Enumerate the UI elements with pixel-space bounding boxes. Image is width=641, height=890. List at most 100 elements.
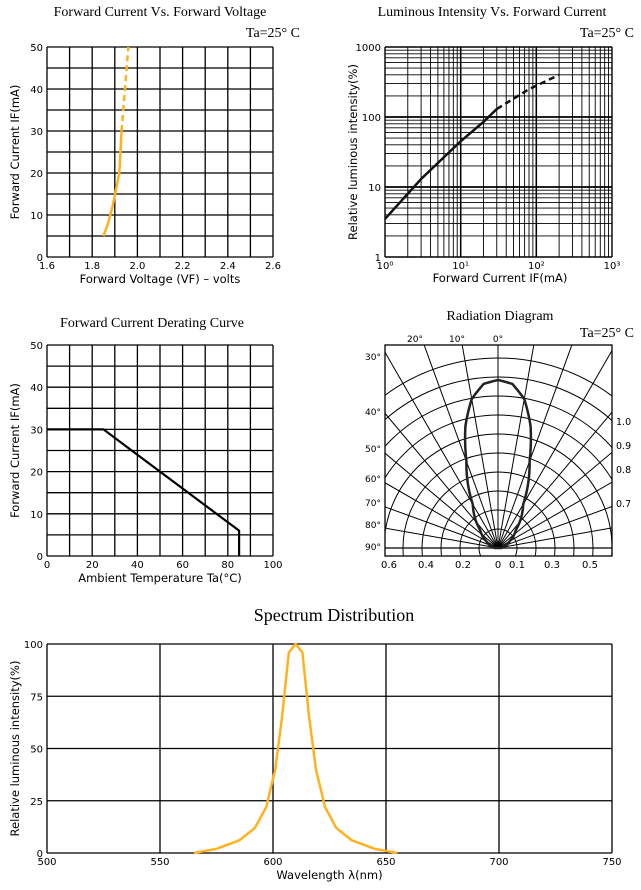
angle-label: 60° [365, 475, 381, 485]
series-derating [47, 428, 241, 556]
y-tick-label: 40 [30, 383, 43, 394]
vf-chart: 1.6 1.8 2.0 2.2 2.4 2.6 0 10 20 30 40 50 Forward Cur… [8, 5, 300, 286]
spoke [385, 452, 499, 549]
chart-title: Forward Current Vs. Forward Voltage [54, 5, 267, 20]
chart-title: Luminous Intensity Vs. Forward Current [378, 5, 607, 20]
scale-label: 0.3 [544, 560, 560, 571]
angle-label: 20° [407, 335, 423, 345]
x-tick-label: 2.6 [265, 261, 281, 272]
x-tick-label: 2.0 [129, 261, 145, 272]
x-tick-label: 0 [44, 560, 50, 571]
x-tick-label: 1.6 [39, 261, 55, 272]
spoke [497, 345, 535, 549]
spoke [461, 345, 499, 549]
y-axis-label: Forward Current IF(mA) [8, 85, 22, 220]
y-tick-label: 30 [30, 127, 43, 138]
y-tick-label: 40 [30, 85, 43, 96]
y-tick-label: 10 [30, 510, 43, 521]
x-axis-label: Wavelength λ(nm) [276, 868, 382, 882]
y-tick-label: 0 [37, 849, 43, 860]
spoke [385, 482, 499, 549]
x-tick-label: 10¹ [452, 261, 469, 272]
y-axis-label: Relative luminous intensity(%) [346, 64, 360, 240]
radiation-pattern [463, 378, 533, 550]
angle-label: 70° [365, 499, 381, 509]
spec-chart: 500 550 600 650 700 750 0 25 50 75 100 Spectrum Dis… [8, 605, 622, 882]
temperature-note: Ta=25° C [246, 26, 300, 41]
ring-label: 0.7 [616, 499, 631, 510]
x-tick-label: 80 [221, 560, 234, 571]
spoke [497, 451, 612, 549]
spoke [497, 411, 612, 549]
x-tick-label: 2.2 [175, 261, 191, 272]
spoke [497, 345, 573, 549]
temperature-note: Ta=25° C [580, 326, 634, 341]
x-axis-label: Ambient Temperature Ta(°C) [78, 571, 242, 585]
x-tick-label: 550 [150, 857, 169, 868]
series-measured [384, 108, 498, 220]
x-tick-label: 650 [376, 857, 395, 868]
angle-label: 50° [365, 445, 381, 455]
x-tick-label: 700 [489, 857, 508, 868]
scale-label: 0.2 [455, 560, 471, 571]
rad-chart: Radiation Diagram Ta=25° C 20° 10° 0° 30° 40° 5… [365, 309, 634, 571]
series-extrapolated [496, 73, 560, 111]
y-axis-label: Relative luminous intensity(%) [8, 661, 22, 837]
y-tick-label: 1 [375, 253, 381, 264]
y-tick-label: 25 [30, 797, 43, 808]
series-measured [102, 130, 123, 237]
x-tick-label: 100 [263, 560, 282, 571]
ring-label: 0.8 [616, 465, 631, 476]
y-tick-label: 100 [362, 113, 381, 124]
spoke [497, 349, 612, 549]
y-tick-label: 20 [30, 468, 43, 479]
chart-title: Radiation Diagram [447, 309, 554, 324]
y-tick-label: 0 [37, 253, 43, 264]
y-tick-label: 0 [37, 552, 43, 563]
temperature-note: Ta=25° C [580, 26, 634, 41]
x-tick-label: 600 [263, 857, 282, 868]
x-tick-label: 750 [602, 857, 621, 868]
scale-label: 0.1 [509, 560, 525, 571]
series-extrapolated [120, 46, 130, 132]
x-tick-label: 10² [528, 261, 545, 272]
y-axis-label: Forward Current IF(mA) [8, 383, 22, 518]
polar-grid [385, 345, 612, 556]
scale-label: 0.6 [381, 560, 397, 571]
x-axis-label: Forward Current IF(mA) [433, 271, 568, 285]
scale-label: 0.5 [582, 560, 598, 571]
y-tick-label: 75 [30, 692, 43, 703]
scale-label: 0.4 [418, 560, 434, 571]
spoke [423, 345, 499, 549]
series-spectrum [193, 642, 398, 855]
chart-title: Spectrum Distribution [254, 605, 415, 625]
y-tick-label: 100 [24, 640, 43, 651]
angle-label: 40° [365, 408, 381, 418]
x-tick-label: 60 [176, 560, 189, 571]
x-tick-label: 2.4 [220, 261, 236, 272]
scale-label: 0 [495, 560, 501, 571]
y-tick-label: 1000 [356, 43, 381, 54]
spoke [385, 412, 499, 549]
x-tick-label: 40 [131, 560, 144, 571]
ring-label: 0.9 [616, 441, 631, 452]
ring-label: 1.0 [616, 417, 631, 428]
y-tick-label: 20 [30, 169, 43, 180]
angle-label: 90° [365, 543, 381, 553]
chart-title: Forward Current Derating Curve [60, 316, 244, 331]
spoke [497, 527, 612, 549]
y-tick-label: 50 [30, 745, 43, 756]
lum-chart: 10⁰ 10¹ 10² 10³ 1 10 100 1000 Luminous Intensity… [346, 5, 634, 285]
spoke [385, 506, 499, 549]
x-tick-label: 10⁰ [377, 261, 394, 272]
spoke [385, 351, 499, 549]
x-tick-label: 500 [37, 857, 56, 868]
angle-label: 10° [449, 335, 465, 345]
spoke [497, 505, 612, 549]
y-tick-label: 50 [30, 43, 43, 54]
x-tick-label: 10³ [604, 261, 621, 272]
angle-label: 0° [493, 335, 503, 345]
y-tick-label: 10 [30, 211, 43, 222]
x-axis-label: Forward Voltage (VF) – volts [80, 272, 241, 286]
